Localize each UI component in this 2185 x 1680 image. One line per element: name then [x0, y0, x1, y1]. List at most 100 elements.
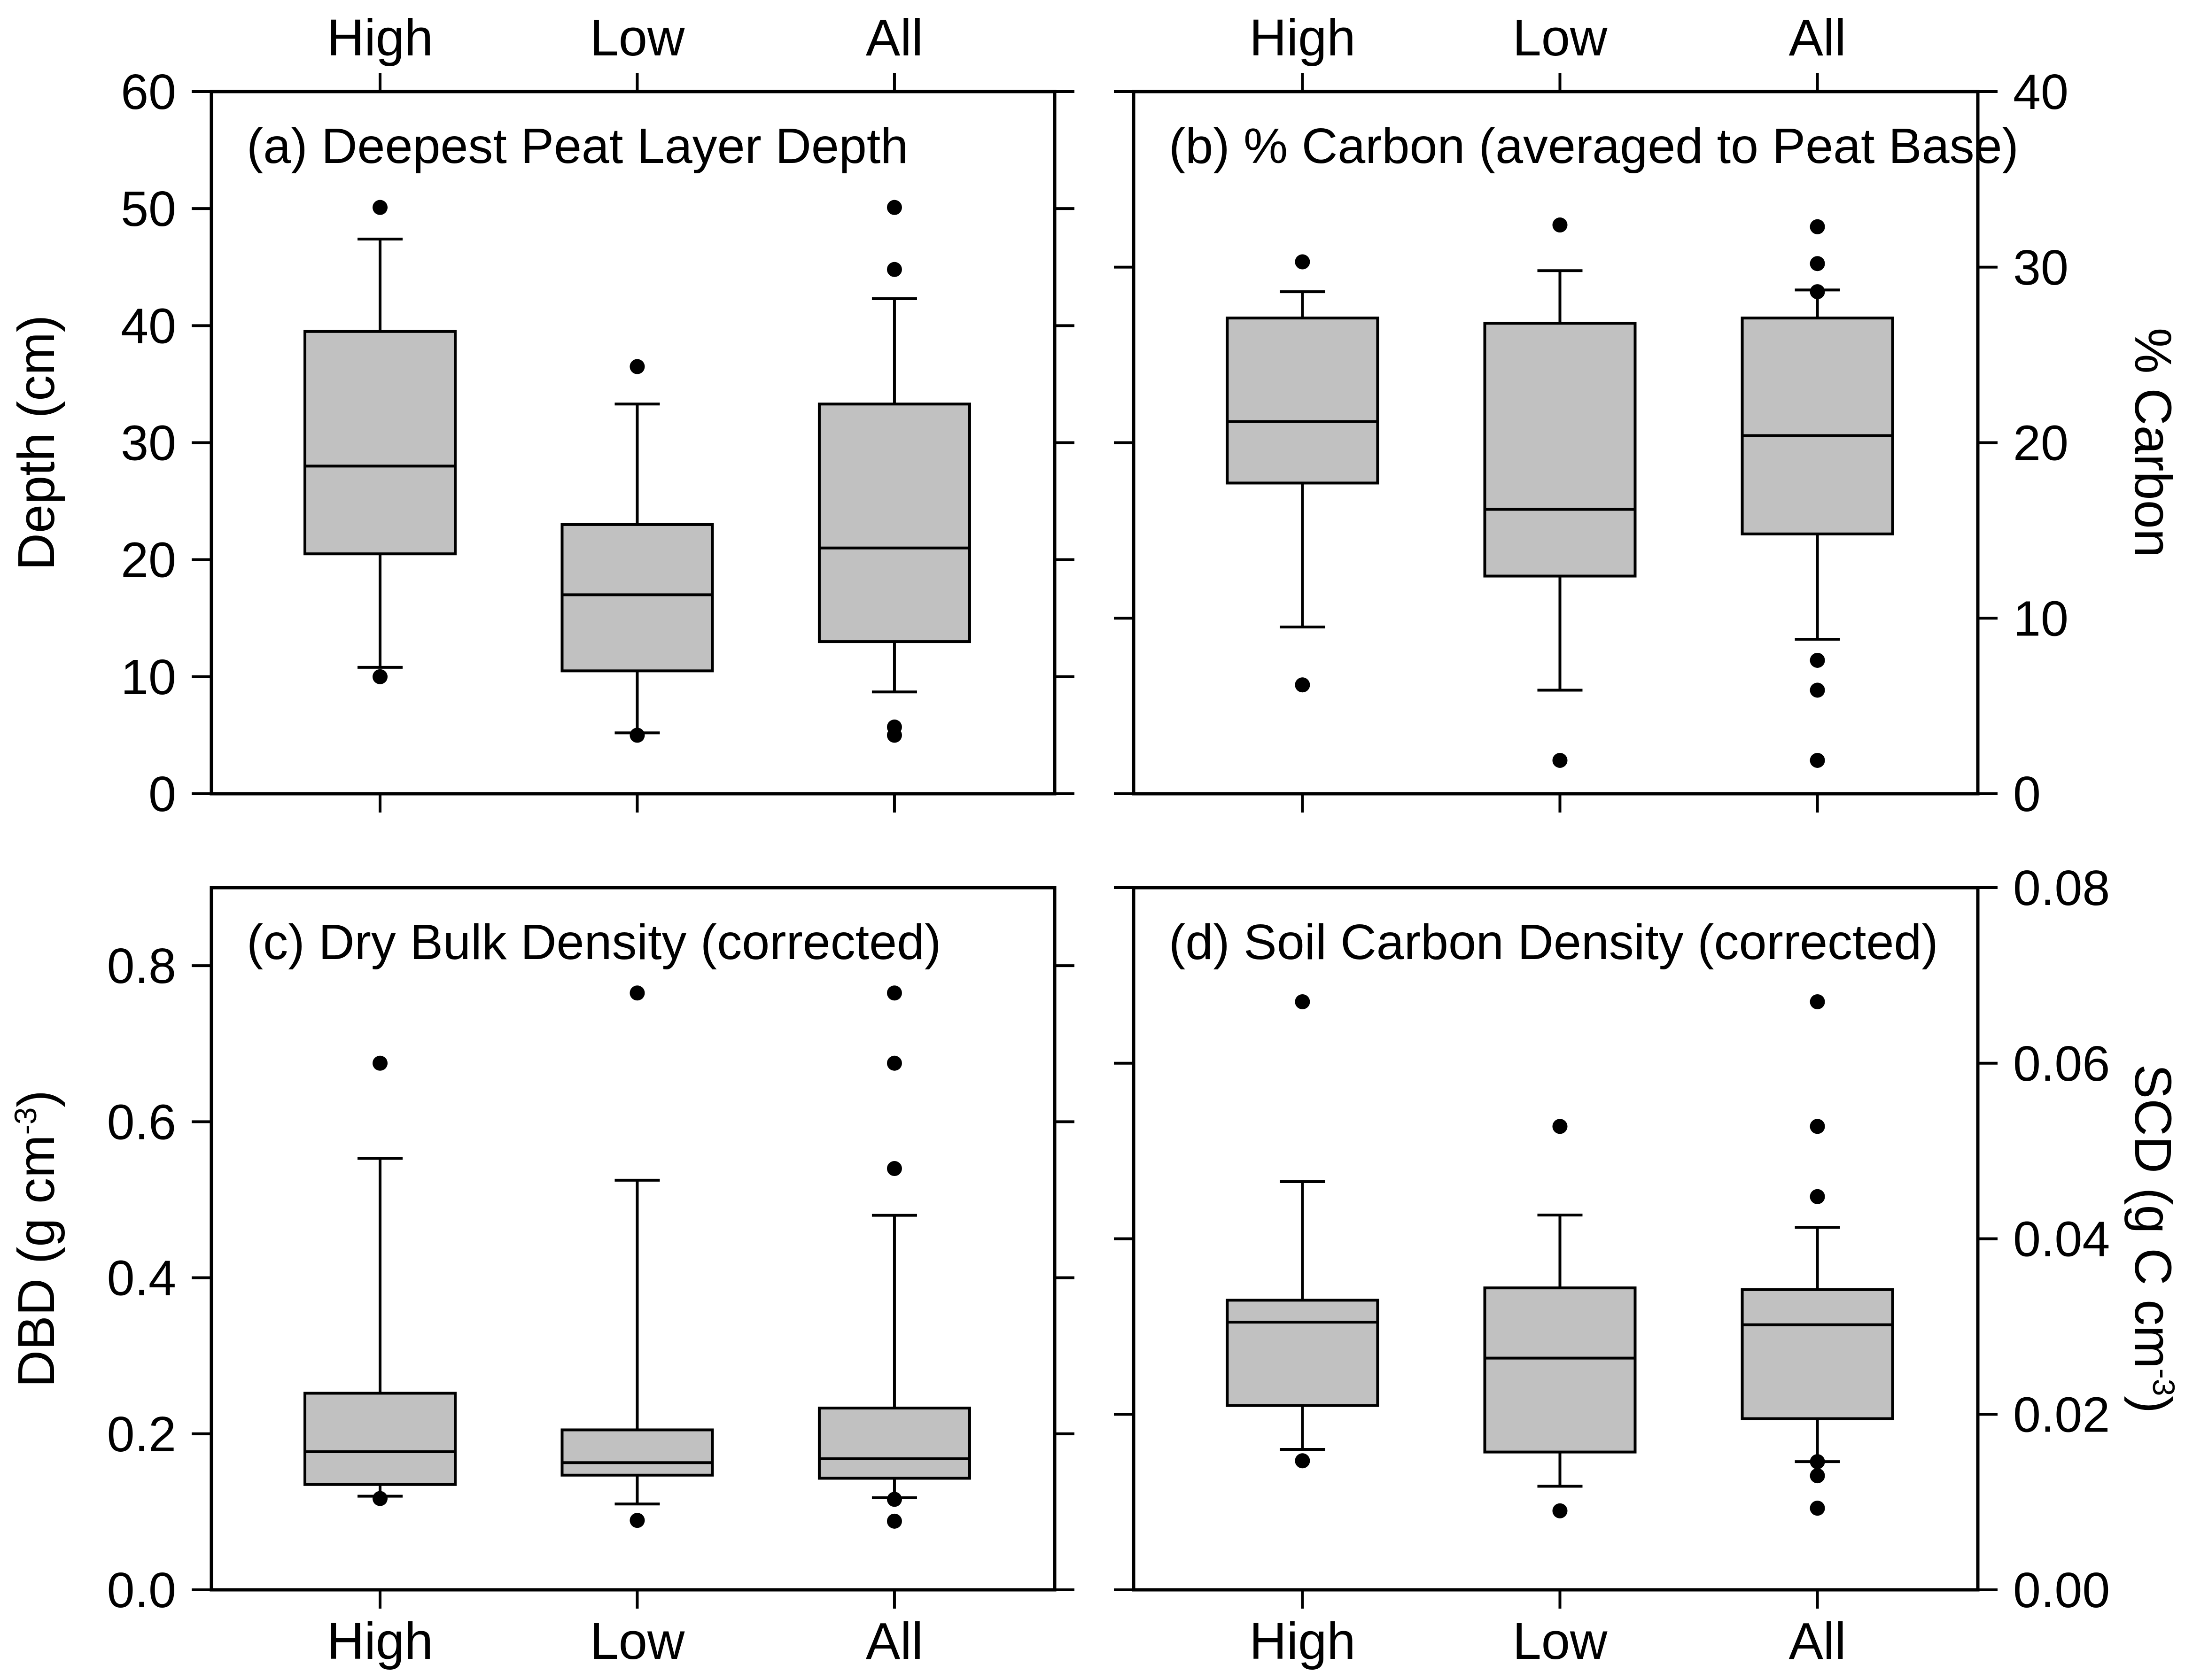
outlier-dot [886, 262, 902, 277]
y-tick-label: 0.06 [2013, 1036, 2110, 1092]
y-tick-label: 40 [121, 298, 176, 354]
box-group-a-high [303, 200, 457, 684]
panel-a: 0 10 20 30 40 50 60 High Low All (a) Deepest Peat … [8, 9, 1074, 822]
outlier-dot [373, 1491, 388, 1506]
y-tick-label: 60 [121, 64, 176, 120]
panel-title-c: (c) Dry Bulk Density (corrected) [247, 914, 941, 970]
outlier-dot [1552, 217, 1568, 233]
box-group-b-low [1483, 217, 1637, 768]
box-group-d-low [1483, 1119, 1637, 1518]
outlier-dot [1810, 256, 1825, 271]
outlier-dot [630, 359, 645, 374]
box-group-c-high [303, 1055, 457, 1506]
box-group-c-low [560, 985, 714, 1528]
y-tick-label: 10 [2013, 591, 2068, 646]
outlier-dot [1552, 752, 1568, 768]
axis-label-a: Depth (cm) [8, 315, 65, 571]
outlier-dot [886, 728, 902, 743]
outlier-dot [1810, 219, 1825, 234]
y-tick-label: 50 [121, 181, 176, 237]
outlier-dot [1810, 284, 1825, 300]
category-label-bottom: All [866, 1612, 923, 1670]
category-label-top: High [1249, 9, 1355, 67]
category-label-top: All [1788, 9, 1846, 67]
y-tick-label: 20 [121, 533, 176, 588]
y-tick-label: 30 [121, 416, 176, 471]
panel-title-d: (d) Soil Carbon Density (corrected) [1169, 914, 1938, 970]
iqr-box [1483, 322, 1637, 578]
iqr-box [817, 1406, 971, 1480]
plot-frame-c [210, 886, 1057, 1592]
outlier-dot [1295, 254, 1310, 270]
iqr-box [1226, 317, 1379, 485]
panel-d: 0.00 0.02 0.04 0.06 0.08 High Low All (d) Soil C… [1114, 860, 2182, 1670]
y-tick-label: 40 [2013, 64, 2068, 120]
y-tick-label: 0.8 [107, 938, 176, 994]
axis-label-b: % Carbon [2124, 328, 2182, 557]
outlier-dot [886, 200, 902, 215]
panel-b: 0 10 20 30 40 High Low All (b) % Carbon (average… [1114, 9, 2182, 822]
outlier-dot [886, 1161, 902, 1176]
iqr-box [560, 1428, 714, 1477]
outlier-dot [1810, 752, 1825, 768]
y-tick-label: 0.04 [2013, 1212, 2110, 1267]
y-tick-label: 0.6 [107, 1094, 176, 1150]
category-label-bottom: All [1788, 1612, 1846, 1670]
iqr-box [1483, 1286, 1637, 1454]
outlier-dot [886, 985, 902, 1001]
box-group-c-all [817, 985, 971, 1529]
axis-label-d: SCD (g C cm-3) [2124, 1064, 2182, 1413]
outlier-dot [886, 1513, 902, 1529]
outlier-dot [1552, 1503, 1568, 1518]
category-label-bottom: Low [590, 1612, 685, 1670]
plot-frame-d [1132, 886, 1980, 1592]
panel-title-a: (a) Deepest Peat Layer Depth [247, 118, 908, 174]
outlier-dot [886, 1055, 902, 1071]
category-label-top: Low [1513, 9, 1608, 67]
y-tick-label: 0 [148, 766, 176, 822]
y-tick-label: 30 [2013, 240, 2068, 295]
outlier-dot [373, 1055, 388, 1071]
outlier-dot [1552, 1119, 1568, 1134]
iqr-box [1741, 317, 1894, 535]
category-label-bottom: Low [1513, 1612, 1608, 1670]
y-tick-label: 20 [2013, 416, 2068, 471]
y-tick-label: 10 [121, 650, 176, 705]
iqr-box [303, 330, 457, 556]
outlier-dot [630, 728, 645, 743]
iqr-box [303, 1392, 457, 1486]
panel-title-b: (b) % Carbon (averaged to Peat Base) [1169, 118, 2019, 174]
iqr-box [1741, 1288, 1894, 1420]
y-tick-label: 0.0 [107, 1563, 176, 1618]
outlier-dot [630, 985, 645, 1001]
outlier-dot [1810, 1468, 1825, 1484]
box-group-b-all [1741, 219, 1894, 768]
category-label-top: High [327, 9, 433, 67]
axis-label-c: DBD (g cm-3) [8, 1090, 65, 1387]
category-label-bottom: High [1249, 1612, 1355, 1670]
outlier-dot [373, 669, 388, 684]
outlier-dot [886, 1492, 902, 1507]
outlier-dot [1295, 1453, 1310, 1469]
box-group-a-low [560, 359, 714, 743]
y-tick-label: 0.02 [2013, 1387, 2110, 1442]
y-tick-label: 0 [2013, 766, 2041, 822]
category-label-top: All [866, 9, 923, 67]
y-tick-label: 0.08 [2013, 860, 2110, 916]
outlier-dot [1810, 1501, 1825, 1516]
category-label-bottom: High [327, 1612, 433, 1670]
outlier-dot [1295, 994, 1310, 1009]
box-group-d-high [1226, 994, 1379, 1469]
y-tick-label: 0.4 [107, 1251, 176, 1306]
panel-c: 0.0 0.2 0.4 0.6 0.8 High Low All (c) Dry Bulk De… [8, 886, 1074, 1670]
y-tick-label: 0.00 [2013, 1563, 2110, 1618]
outlier-dot [1810, 682, 1825, 698]
outlier-dot [1810, 1189, 1825, 1204]
box-group-d-all [1741, 994, 1894, 1516]
outlier-dot [373, 200, 388, 215]
outlier-dot [1810, 1119, 1825, 1134]
outlier-dot [630, 1513, 645, 1528]
box-group-a-all [817, 200, 971, 743]
